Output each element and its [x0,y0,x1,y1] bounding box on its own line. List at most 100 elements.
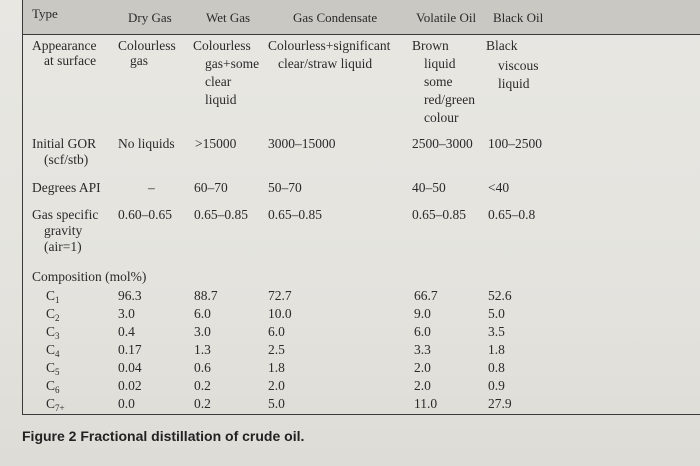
appearance-wet-1: Colourless [193,38,251,53]
component-symbol: C [46,360,56,375]
sg-label-1: Gas specific [32,207,99,222]
composition-wet-value: 6.0 [194,306,211,321]
appearance-black-2: viscous [498,58,539,73]
gor-black: 100–2500 [488,136,542,151]
composition-cond-value: 72.7 [268,288,292,303]
composition-cond-value: 6.0 [268,324,285,339]
composition-cond-value: 10.0 [268,306,292,321]
header-dry-gas: Dry Gas [128,10,172,25]
composition-dry-value: 0.02 [118,378,142,393]
composition-dry-value: 3.0 [118,306,135,321]
sg-wet: 0.65–0.85 [194,207,248,222]
header-wet-gas: Wet Gas [206,10,251,25]
component-symbol: C [46,342,56,357]
header-volatile-oil: Volatile Oil [416,10,477,25]
composition-vol-value: 66.7 [414,288,438,303]
api-wet: 60–70 [194,180,228,195]
component-label: C3 [46,323,60,345]
appearance-cond-2: clear/straw liquid [278,56,373,71]
composition-vol-value: 6.0 [414,324,431,339]
composition-black-value: 5.0 [488,306,505,321]
composition-black-value: 3.5 [488,324,505,339]
composition-label: Composition (mol%) [32,269,147,284]
composition-vol-value: 9.0 [414,306,431,321]
appearance-dry-1: Colourless [118,38,176,53]
composition-dry-value: 0.04 [118,360,142,375]
component-label: C2 [46,305,60,327]
composition-wet-value: 1.3 [194,342,211,357]
component-subscript: 4 [55,349,60,359]
composition-dry-value: 96.3 [118,288,142,303]
figure-caption: Figure 2 Fractional distillation of crud… [22,428,305,444]
composition-black-value: 0.8 [488,360,505,375]
gor-dry: No liquids [118,136,175,151]
composition-wet-value: 0.6 [194,360,211,375]
component-subscript: 6 [55,385,60,395]
api-black: <40 [488,180,510,195]
composition-cond-value: 1.8 [268,360,285,375]
composition-cond-value: 2.5 [268,342,285,357]
sg-cond: 0.65–0.85 [268,207,322,222]
appearance-black-3: liquid [498,76,530,91]
appearance-cond-1: Colourless+significant [268,38,391,53]
composition-black-value: 27.9 [488,396,512,411]
composition-vol-value: 11.0 [414,396,438,411]
component-label: C4 [46,341,60,363]
component-subscript: 1 [55,295,60,305]
header-black-oil: Black Oil [493,10,544,25]
sg-label-3: (air=1) [44,239,82,254]
composition-vol-value: 2.0 [414,378,431,393]
composition-dry-value: 0.4 [118,324,135,339]
appearance-dry-2: gas [130,53,148,68]
composition-cond-value: 5.0 [268,396,285,411]
composition-black-value: 1.8 [488,342,505,357]
component-subscript: 3 [55,331,60,341]
gor-label-1: Initial GOR [32,136,97,151]
component-label: C5 [46,359,60,381]
composition-cond-value: 2.0 [268,378,285,393]
appearance-vol-4: red/green [424,92,475,107]
composition-wet-value: 3.0 [194,324,211,339]
table-frame [22,0,700,415]
header-gas-condensate: Gas Condensate [293,10,378,25]
api-label: Degrees API [32,180,101,195]
appearance-wet-3: clear [205,74,232,89]
api-cond: 50–70 [268,180,302,195]
composition-dry-value: 0.0 [118,396,135,411]
component-subscript: 2 [55,313,60,323]
table-header-band [22,0,700,35]
composition-wet-value: 0.2 [194,378,211,393]
api-dry: – [148,180,155,195]
component-symbol: C [46,378,56,393]
component-symbol: C [46,288,56,303]
appearance-label-1: Appearance [32,38,97,53]
gor-wet: >15000 [195,136,237,151]
composition-vol-value: 2.0 [414,360,431,375]
composition-wet-value: 88.7 [194,288,218,303]
appearance-black-1: Black [486,38,518,53]
component-symbol: C [46,396,56,411]
appearance-label-2: at surface [44,53,97,68]
appearance-wet-4: liquid [205,92,237,107]
component-label: C6 [46,377,60,399]
header-type: Type [32,6,58,21]
composition-black-value: 52.6 [488,288,512,303]
composition-dry-value: 0.17 [118,342,142,357]
component-label: C7+ [46,395,65,417]
sg-label-2: gravity [44,223,83,238]
sg-vol: 0.65–0.85 [412,207,466,222]
gor-label-2: (scf/stb) [44,152,89,167]
sg-dry: 0.60–0.65 [118,207,172,222]
component-symbol: C [46,324,56,339]
component-symbol: C [46,306,56,321]
composition-wet-value: 0.2 [194,396,211,411]
sg-black: 0.65–0.8 [488,207,536,222]
gor-cond: 3000–15000 [268,136,336,151]
appearance-vol-2: liquid [424,56,456,71]
appearance-vol-3: some [424,74,453,89]
composition-black-value: 0.9 [488,378,505,393]
gor-vol: 2500–3000 [412,136,473,151]
api-vol: 40–50 [412,180,446,195]
appearance-wet-2: gas+some [205,56,260,71]
